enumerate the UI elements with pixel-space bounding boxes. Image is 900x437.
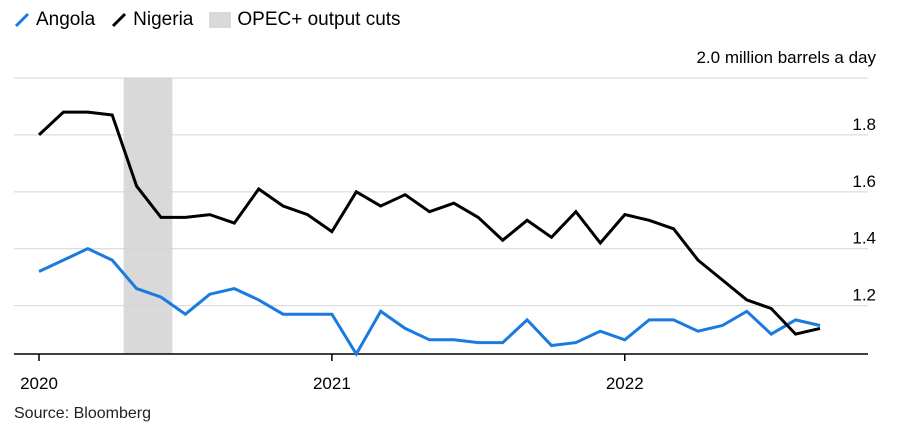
x-tick-label-2021: 2021 [313, 374, 351, 393]
series-line-nigeria [37, 110, 821, 336]
series-line-angola [38, 247, 821, 357]
x-tick-label-2022: 2022 [606, 374, 644, 393]
legend-item-angola: Angola [14, 9, 95, 31]
legend-item-opec-cuts: OPEC+ output cuts [209, 9, 401, 31]
legend: Angola Nigeria OPEC+ output cuts [14, 8, 417, 32]
legend-label-angola: Angola [36, 9, 96, 30]
y-tick-label-2: 1.6 [852, 172, 876, 191]
x-tick-label-2020: 2020 [20, 374, 58, 393]
source-note: Source: Bloomberg [14, 405, 151, 422]
nigeria-line-icon [112, 12, 127, 28]
angola-line-icon [14, 12, 30, 28]
shaded-box-icon [209, 12, 232, 28]
legend-label-nigeria: Nigeria [133, 9, 194, 30]
y-tick-label-4: 1.2 [852, 286, 876, 305]
y-tick-label-3: 1.4 [852, 229, 876, 248]
legend-item-nigeria: Nigeria [111, 9, 193, 31]
y-axis-unit-label: 2.0 million barrels a day [696, 48, 876, 67]
y-tick-label-1: 1.8 [852, 115, 876, 134]
legend-label-opec-cuts: OPEC+ output cuts [237, 9, 401, 30]
